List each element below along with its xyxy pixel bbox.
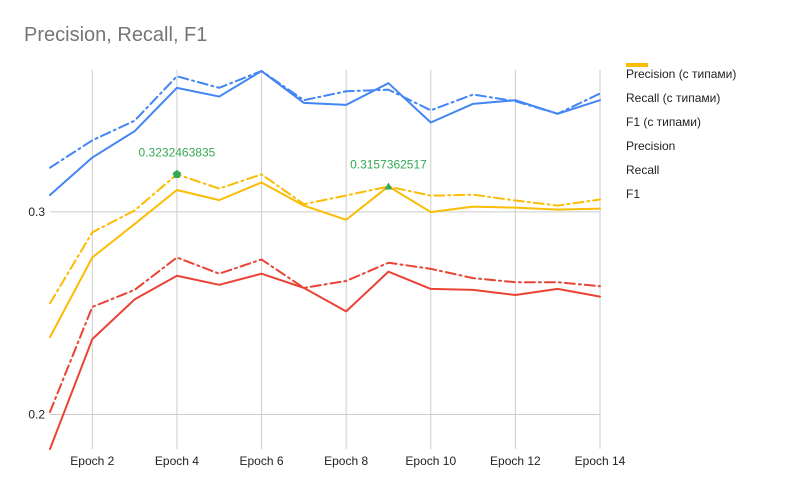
series-line-recall [49,270,601,450]
x-tick-label: Epoch 4 [155,454,199,468]
x-tick-label: Epoch 8 [324,454,368,468]
legend-label: Precision [626,139,676,153]
x-tick-label: Epoch 10 [405,454,456,468]
chart-title: Precision, Recall, F1 [24,24,208,46]
annotation-label: 0.3232463835 [139,145,216,159]
legend-label: F1 [626,187,641,201]
y-tick-label: 0.2 [28,408,45,422]
series-line-recall-с-типами [49,256,601,413]
legend-item: Recall [626,63,736,182]
series-lines [49,70,601,450]
series-line-f1 [49,181,601,339]
annotation-marker [384,182,393,190]
legend-label: Precision (с типами) [626,67,737,81]
axis-tick-labels: Epoch 2 Epoch 4 Epoch 6 Epoch 8 Epoch 10 Epoc… [28,205,625,468]
x-tick-label: Epoch 2 [70,454,114,468]
y-tick-label: 0.3 [28,205,45,219]
legend-item: Precision [626,63,736,158]
legend-label: Recall [626,163,660,177]
legend-swatch [626,63,648,67]
series-line-f1-с-типами [49,173,601,305]
legend: Precision (с типами) Recall (с типами) F1 … [626,62,736,206]
legend-item: F1 [626,63,736,206]
legend-label: F1 (с типами) [626,115,701,129]
x-tick-label: Epoch 12 [490,454,541,468]
x-tick-label: Epoch 6 [240,454,284,468]
legend-label: Recall (с типами) [626,91,721,105]
series-line-precision-с-типами [49,70,601,169]
x-tick-label: Epoch 14 [575,454,626,468]
annotation-label: 0.3157362517 [350,158,427,172]
gridlines [50,70,601,449]
series-line-precision [49,70,601,197]
legend-item: Recall (с типами) [626,63,736,110]
annotation-marker [172,169,182,178]
legend-item: F1 (с типами) [626,63,736,134]
annotations: 0.3232463835 0.3157362517 [139,145,427,190]
